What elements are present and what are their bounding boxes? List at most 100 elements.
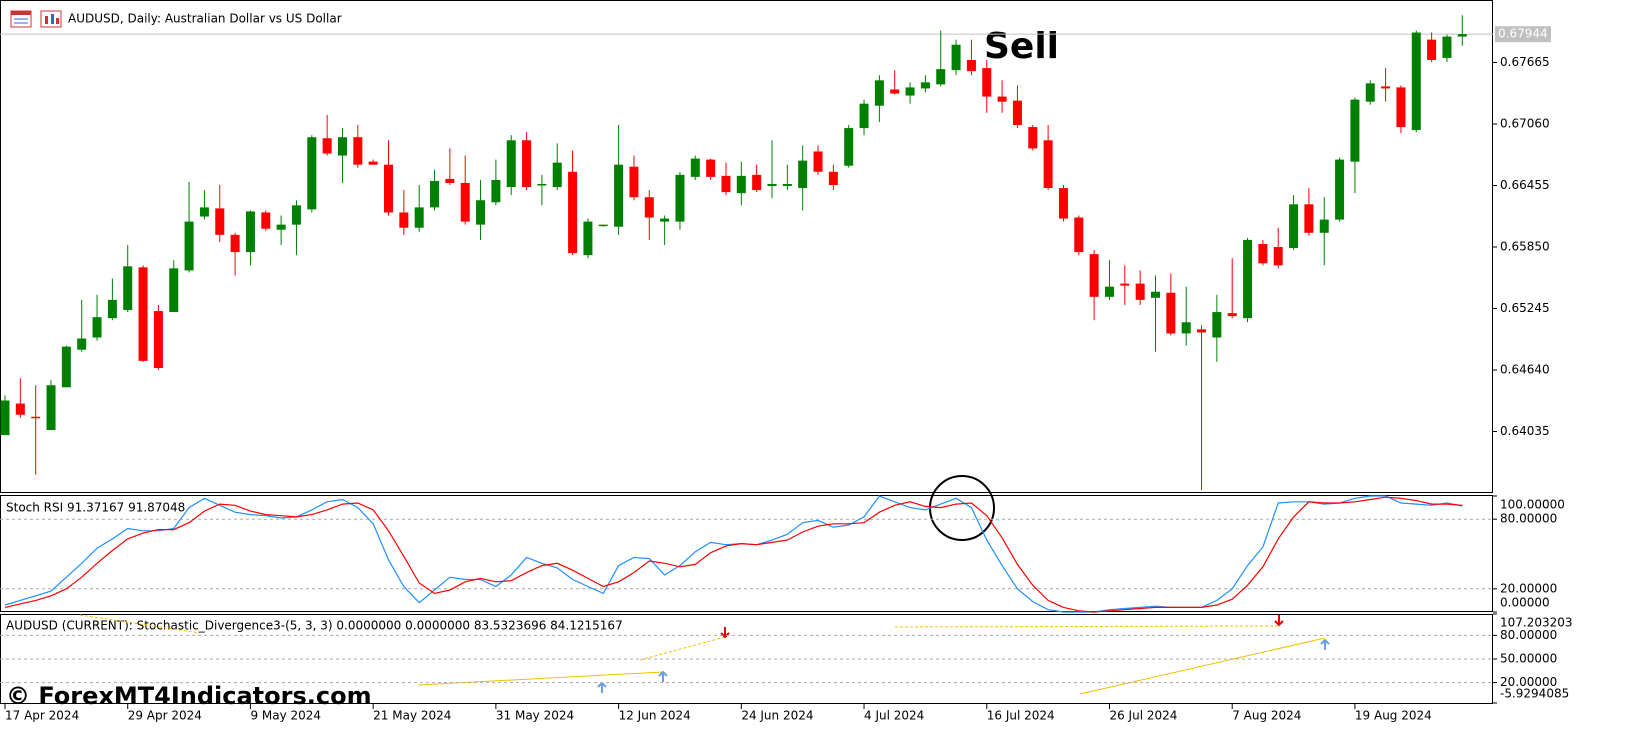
candle-body [782,183,792,187]
candle-body [1212,312,1222,338]
candle-body [690,158,700,177]
candle-body [31,416,41,419]
x-tick-label: 4 Jul 2024 [864,709,924,723]
candle-body [1258,243,1268,264]
last-price-box [1495,26,1551,43]
chart-title: AUDUSD, Daily: Australian Dollar vs US D… [68,12,342,26]
sell-annotation: Sell [984,26,1059,67]
y-tick-label: 20.00000 [1500,675,1557,689]
candle-body [706,159,716,177]
candle-body [598,224,608,227]
candle-body [568,171,578,254]
candle-body [982,68,992,97]
y-tick-label: 20.00000 [1500,581,1557,595]
candle-body [245,211,255,253]
candle-body [736,175,746,194]
candle-body [905,87,915,96]
candle-body [291,205,301,225]
candle-body [46,385,56,430]
candle-body [1028,127,1038,149]
candle-body [153,311,163,368]
candle-body [138,267,148,361]
candle-body [920,82,930,89]
candle-body [890,89,900,94]
y-tick-label: 0.67060 [1500,117,1550,131]
x-tick-label: 17 Apr 2024 [5,709,79,723]
candle-body [1365,83,1375,102]
candle-body [337,137,347,156]
y-tick-label: 0.65850 [1500,240,1550,254]
candle-body [813,151,823,172]
y-tick-label: 0.00000 [1500,596,1550,610]
candle-body [629,166,639,198]
candle-body [1104,286,1114,297]
candle-body [1181,322,1191,334]
candle-body [1151,291,1160,298]
candle-body [552,162,562,188]
candle-body [123,266,133,311]
candle-body [1227,313,1237,317]
candle-body [261,212,271,229]
y-tick-label: 80.00000 [1500,628,1557,642]
y-tick-label: 80.00000 [1500,512,1557,526]
x-tick-label: 31 May 2024 [496,709,574,723]
candle-body [0,400,10,436]
candle-body [828,171,838,186]
candle-body [215,208,225,235]
candle-body [752,174,762,191]
x-tick-label: 9 May 2024 [250,709,321,723]
candle-body [859,103,869,129]
candle-body [660,218,670,222]
x-tick-label: 29 Apr 2024 [128,709,202,723]
candle-body [644,197,654,218]
candle-body [230,234,240,253]
candle-body [1197,329,1207,333]
window-icon [10,10,32,28]
candle-body [368,161,378,165]
chart-icon [40,10,62,28]
candle-body [1012,100,1022,126]
candle-body [1166,292,1176,334]
y-tick-label: 0.65245 [1500,301,1550,315]
candle-body [1089,254,1099,297]
candle-body [1381,86,1391,89]
y-tick-label: 0.64640 [1500,363,1550,377]
stoch-panel [0,495,1493,612]
candle-body [936,69,946,85]
candle-body [1243,239,1253,319]
x-tick-label: 19 Aug 2024 [1355,709,1432,723]
candle-body [491,179,501,203]
candle-body [77,338,87,350]
candle-body [951,44,961,71]
candle-body [1350,99,1360,162]
candle-body [614,164,624,227]
x-tick-label: 12 Jun 2024 [619,709,691,723]
y-tick-label: 0.66455 [1500,178,1550,192]
candle-body [92,317,102,338]
x-tick-label: 21 May 2024 [373,709,451,723]
price-panel [0,0,1493,493]
signal-arrows [597,615,1330,693]
candle-body [1427,39,1437,60]
candle-body [966,59,976,72]
candle-body [61,346,71,388]
candle-body [1411,32,1421,131]
candle-body [997,96,1007,102]
candle-body [384,164,393,213]
candle-body [1043,140,1053,189]
candle-body [1304,204,1314,233]
candle-body [445,178,455,183]
candle-body [1058,188,1068,219]
candle-body [430,180,440,208]
candle-body [1135,283,1145,300]
candle-body [1289,204,1299,249]
candle-body [199,207,209,217]
candle-body [1074,217,1084,253]
candle-body [767,183,777,187]
candle-body [798,160,808,189]
y-tick-label: 107.203203 [1500,616,1573,630]
candle-body [107,299,117,319]
candle-body [1120,283,1130,286]
